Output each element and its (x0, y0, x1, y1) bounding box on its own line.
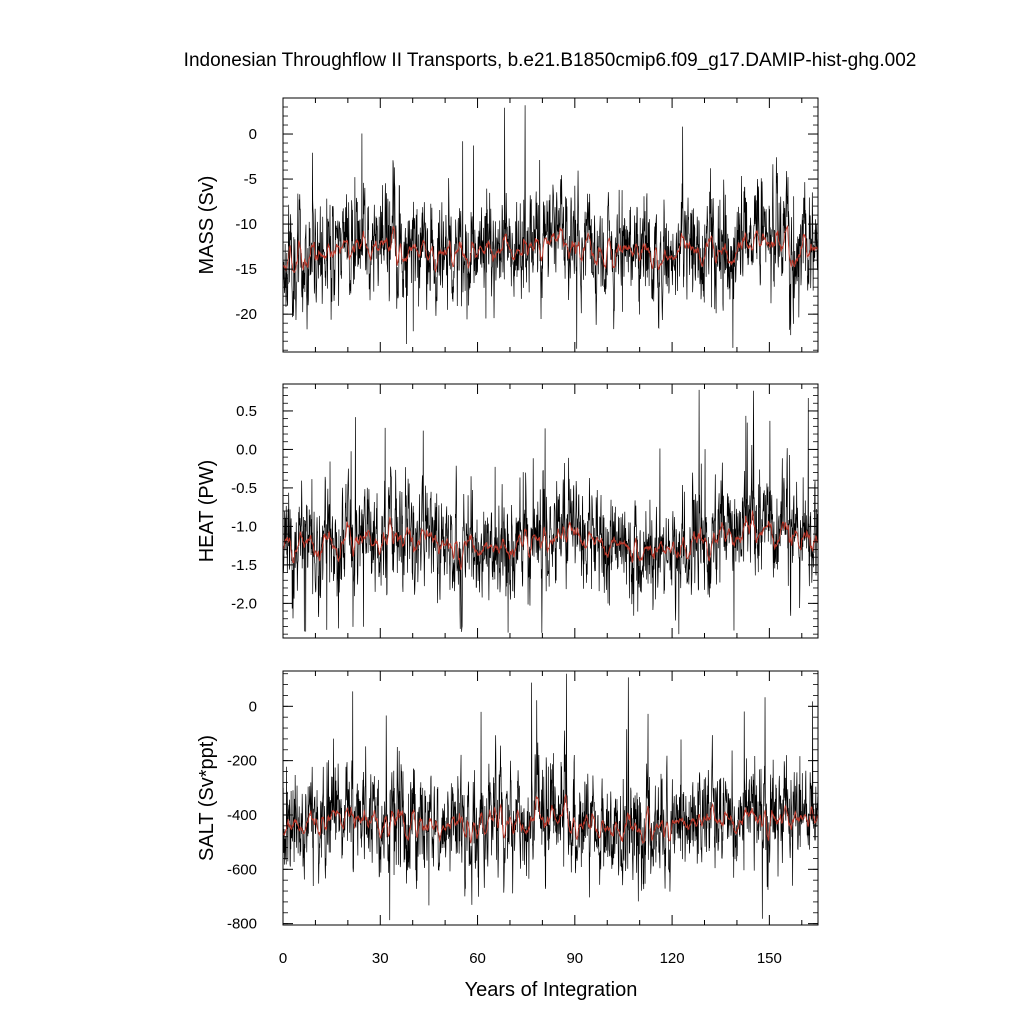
panel-heat: 0.5 0.0 -0.5 -1.0 -1.5 -2.0 HEAT (PW) (196, 383, 819, 639)
series-raw-line (283, 673, 818, 921)
y-tick-label: 0 (249, 126, 257, 143)
y-tick-label: -1.5 (231, 557, 257, 574)
plot-frame (282, 97, 819, 353)
x-tick-label: 30 (372, 950, 389, 967)
y-axis-title: HEAT (PW) (196, 460, 218, 563)
x-tick-label: 90 (566, 950, 583, 967)
y-tick-label: -2.0 (231, 595, 257, 612)
y-tick-label: -600 (227, 861, 257, 878)
y-axis-title: SALT (Sv*ppt) (196, 735, 218, 861)
x-tick-label: 60 (469, 950, 486, 967)
y-tick-label: -20 (235, 306, 257, 323)
panel-salt: 0 -200 -400 -600 -800 SALT (Sv*ppt) (196, 670, 819, 933)
y-tick-label: -15 (235, 261, 257, 278)
y-tick-label: 0.0 (236, 441, 257, 458)
x-tick-labels: 0 30 60 90 120 150 (279, 950, 782, 967)
x-tick-label: 150 (757, 950, 782, 967)
y-tick-label: -200 (227, 753, 257, 770)
y-tick-label: 0 (249, 698, 257, 715)
y-tick-label: -400 (227, 807, 257, 824)
y-tick-label: -10 (235, 216, 257, 233)
y-tick-label: -5 (244, 171, 257, 188)
y-tick-label: -1.0 (231, 518, 257, 535)
plot-frame (282, 670, 819, 926)
x-tick-label: 120 (660, 950, 685, 967)
y-axis-title: MASS (Sv) (196, 176, 218, 275)
y-tick-label: 0.5 (236, 403, 257, 420)
series-smoothed-line (283, 793, 818, 845)
series-smoothed-line (283, 509, 818, 571)
y-tick-label: -0.5 (231, 480, 257, 497)
series-smoothed-line (283, 225, 818, 274)
series-raw-line (283, 105, 818, 349)
panel-mass: 0 -5 -10 -15 -20 MASS (Sv) (196, 97, 819, 353)
x-axis-title: Years of Integration (465, 979, 638, 1001)
series-raw-line (283, 389, 818, 635)
y-tick-label: -800 (227, 916, 257, 933)
chart-title: Indonesian Throughflow II Transports, b.… (184, 50, 917, 71)
x-tick-label: 0 (279, 950, 287, 967)
